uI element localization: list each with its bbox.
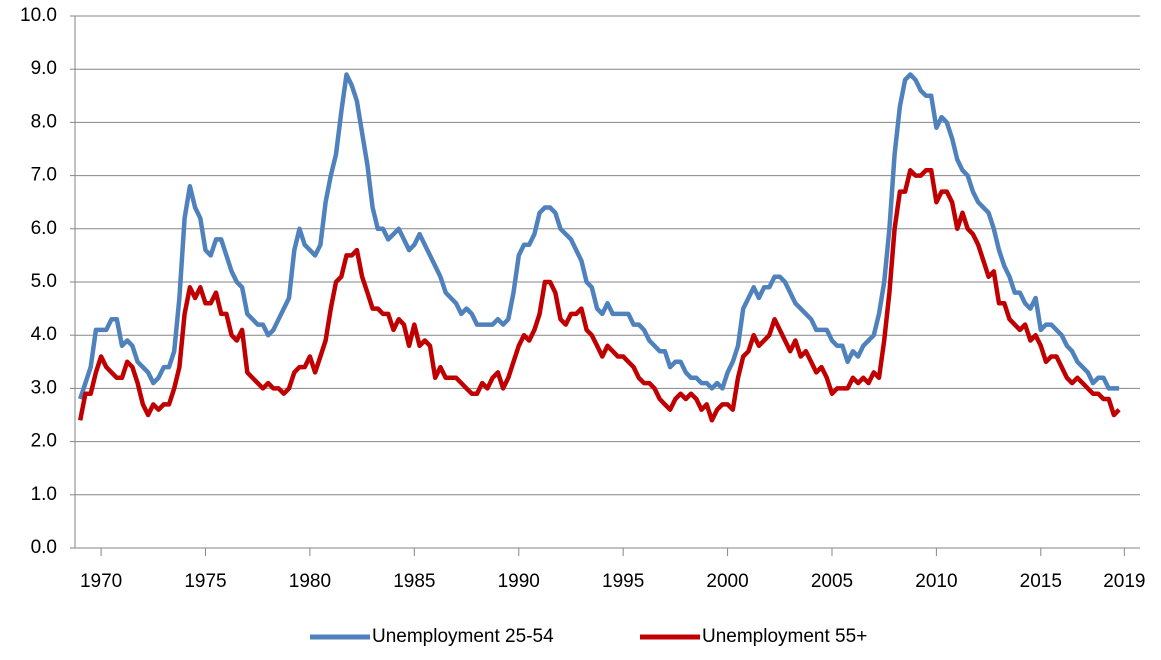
y-tick-label: 8.0 — [31, 111, 57, 132]
y-tick-label: 7.0 — [31, 165, 57, 186]
x-tick-label: 2015 — [1020, 571, 1062, 592]
y-tick-label: 0.0 — [31, 537, 57, 558]
y-tick-label: 5.0 — [31, 271, 57, 292]
y-tick-label: 6.0 — [31, 218, 57, 239]
x-tick-label: 1985 — [393, 571, 435, 592]
legend-label: Unemployment 25-54 — [372, 626, 554, 647]
x-tick-label: 2000 — [706, 571, 748, 592]
y-tick-label: 2.0 — [31, 431, 57, 452]
series-line — [77, 168, 1121, 423]
x-tick-label: 2010 — [915, 571, 957, 592]
x-tick-label: 2005 — [811, 571, 853, 592]
x-tick-label: 1970 — [80, 571, 122, 592]
x-tick-label: 1980 — [289, 571, 331, 592]
y-tick-label: 1.0 — [31, 484, 57, 505]
x-tick-label: 2019 — [1103, 571, 1145, 592]
x-tick-label: 1975 — [184, 571, 226, 592]
series-line — [78, 72, 1120, 400]
y-tick-label: 10.0 — [20, 5, 57, 26]
y-tick-label: 9.0 — [31, 58, 57, 79]
x-tick-label: 1995 — [602, 571, 644, 592]
x-tick-label: 1990 — [498, 571, 540, 592]
legend-label: Unemployment 55+ — [702, 626, 867, 647]
y-tick-label: 3.0 — [31, 377, 57, 398]
y-tick-label: 4.0 — [31, 324, 57, 345]
